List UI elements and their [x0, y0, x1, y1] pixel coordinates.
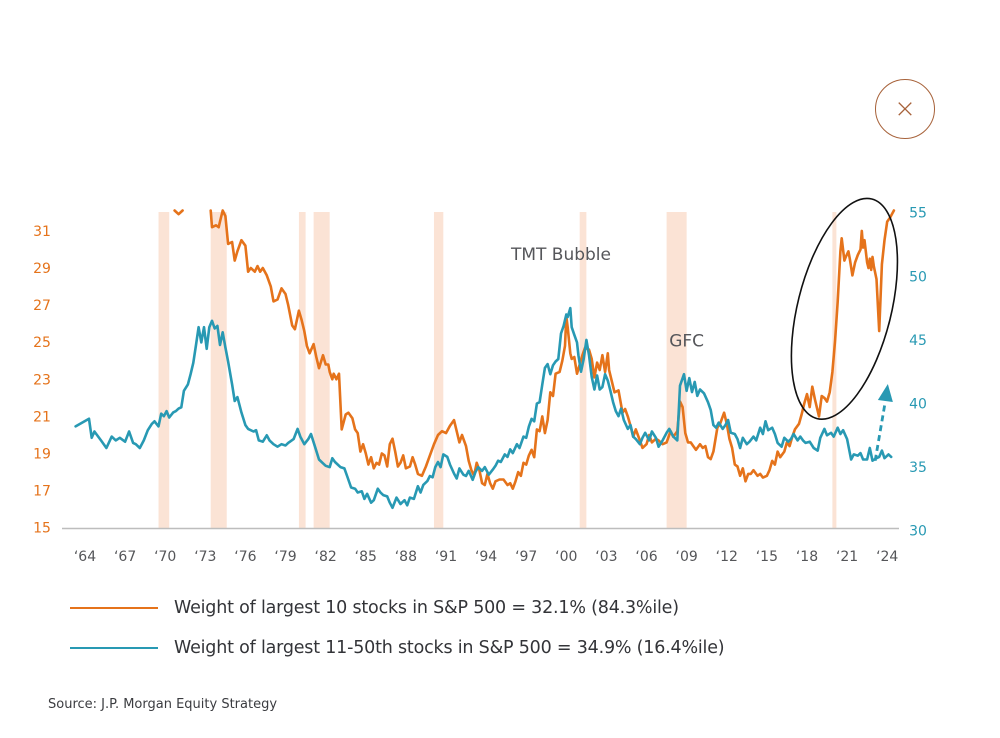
- recession-band: [832, 212, 837, 529]
- close-button[interactable]: ×: [875, 79, 935, 139]
- x-axis: ‘64 ‘67 ‘70 ‘73 ‘76 ‘79 ‘82 ‘85 ‘88 ‘91 ‘94 ‘97 ‘00 ‘…: [74, 549, 899, 565]
- y-right-tick-label: 55: [909, 206, 927, 222]
- legend-swatch-orange: [70, 607, 158, 609]
- x-tick-label: ‘24: [876, 549, 898, 565]
- annotation-gfc: GFC: [669, 331, 704, 351]
- x-tick-label: ‘76: [234, 549, 256, 565]
- recession-band: [158, 212, 170, 529]
- x-tick-label: ‘15: [756, 549, 778, 565]
- y-axis-left: 15 17 19 21 23 25 27 29 31: [33, 224, 51, 537]
- y-left-tick-label: 31: [33, 224, 51, 240]
- annotations: TMT Bubble GFC: [510, 197, 899, 461]
- x-tick-label: ‘94: [475, 549, 497, 565]
- y-right-tick-label: 30: [909, 524, 927, 540]
- y-left-tick-label: 17: [33, 484, 51, 500]
- recession-band: [298, 212, 306, 529]
- recession-band: [210, 212, 227, 529]
- x-tick-label: ‘64: [74, 549, 96, 565]
- legend-item-11-50: Weight of largest 11-50th stocks in S&P …: [70, 628, 725, 668]
- x-tick-label: ‘12: [716, 549, 738, 565]
- x-tick-label: ‘97: [515, 549, 537, 565]
- trend-arrow-head: [877, 384, 893, 403]
- series-line-top10: [173, 209, 184, 216]
- y-left-tick-label: 25: [33, 335, 51, 351]
- recession-band: [313, 212, 330, 529]
- series-lines: [74, 209, 896, 510]
- recession-bands: [158, 212, 837, 529]
- x-tick-label: ‘88: [395, 549, 417, 565]
- x-tick-label: ‘70: [154, 549, 176, 565]
- x-tick-label: ‘00: [555, 549, 577, 565]
- highlight-ellipse: [790, 197, 899, 420]
- x-tick-label: ‘91: [435, 549, 457, 565]
- y-left-tick-label: 27: [33, 298, 51, 314]
- x-tick-label: ‘67: [114, 549, 136, 565]
- x-tick-label: ‘18: [796, 549, 818, 565]
- source-note: Source: J.P. Morgan Equity Strategy: [48, 697, 278, 712]
- y-left-tick-label: 19: [33, 447, 51, 463]
- y-right-tick-label: 50: [909, 269, 927, 285]
- x-tick-label: ‘85: [355, 549, 377, 565]
- x-tick-label: ‘21: [836, 549, 858, 565]
- y-left-tick-label: 15: [33, 521, 51, 537]
- close-icon: ×: [894, 94, 916, 124]
- series-line-11-50: [74, 306, 893, 510]
- y-right-tick-label: 45: [909, 333, 927, 349]
- legend: Weight of largest 10 stocks in S&P 500 =…: [70, 588, 725, 668]
- x-tick-label: ‘09: [676, 549, 698, 565]
- y-right-tick-label: 35: [909, 460, 927, 476]
- x-tick-label: ‘03: [595, 549, 617, 565]
- x-tick-label: ‘06: [635, 549, 657, 565]
- legend-item-top10: Weight of largest 10 stocks in S&P 500 =…: [70, 588, 724, 628]
- legend-label: Weight of largest 11-50th stocks in S&P …: [174, 638, 725, 658]
- x-tick-label: ‘79: [274, 549, 296, 565]
- x-tick-label: ‘73: [194, 549, 216, 565]
- recession-band: [666, 212, 687, 529]
- y-left-tick-label: 29: [33, 261, 51, 277]
- legend-label: Weight of largest 10 stocks in S&P 500 =…: [174, 598, 679, 618]
- recession-band: [433, 212, 444, 529]
- x-tick-label: ‘82: [315, 549, 337, 565]
- legend-swatch-blue: [70, 647, 158, 649]
- y-axis-right: 30 35 40 45 50 55: [909, 206, 927, 540]
- y-right-tick-label: 40: [909, 397, 927, 413]
- y-left-tick-label: 21: [33, 409, 51, 425]
- recession-band: [579, 212, 587, 529]
- y-left-tick-label: 23: [33, 372, 51, 388]
- annotation-tmt-bubble: TMT Bubble: [510, 245, 611, 265]
